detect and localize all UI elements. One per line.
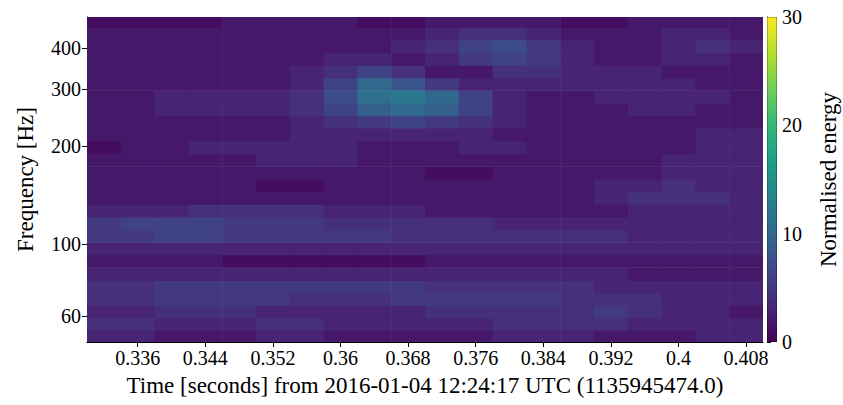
svg-text:Normalised energy: Normalised energy xyxy=(816,91,841,267)
svg-text:100: 100 xyxy=(51,233,81,255)
svg-text:400: 400 xyxy=(51,37,81,59)
svg-text:0.336: 0.336 xyxy=(115,347,160,369)
svg-text:0.376: 0.376 xyxy=(453,347,498,369)
svg-text:0.352: 0.352 xyxy=(250,347,295,369)
svg-text:30: 30 xyxy=(782,6,802,28)
svg-text:Time [seconds] from 2016-01-04: Time [seconds] from 2016-01-04 12:24:17 … xyxy=(127,373,724,398)
svg-text:200: 200 xyxy=(51,135,81,157)
svg-text:0: 0 xyxy=(782,331,792,353)
svg-text:0.344: 0.344 xyxy=(183,347,228,369)
svg-text:0.36: 0.36 xyxy=(323,347,358,369)
svg-text:60: 60 xyxy=(61,305,81,327)
svg-text:0.368: 0.368 xyxy=(386,347,431,369)
svg-text:20: 20 xyxy=(782,114,802,136)
svg-text:Frequency [Hz]: Frequency [Hz] xyxy=(13,107,38,252)
svg-text:0.392: 0.392 xyxy=(588,347,633,369)
svg-text:0.384: 0.384 xyxy=(521,347,566,369)
svg-text:300: 300 xyxy=(51,78,81,100)
svg-text:0.4: 0.4 xyxy=(666,347,691,369)
svg-text:10: 10 xyxy=(782,223,802,245)
svg-text:0.408: 0.408 xyxy=(724,347,769,369)
